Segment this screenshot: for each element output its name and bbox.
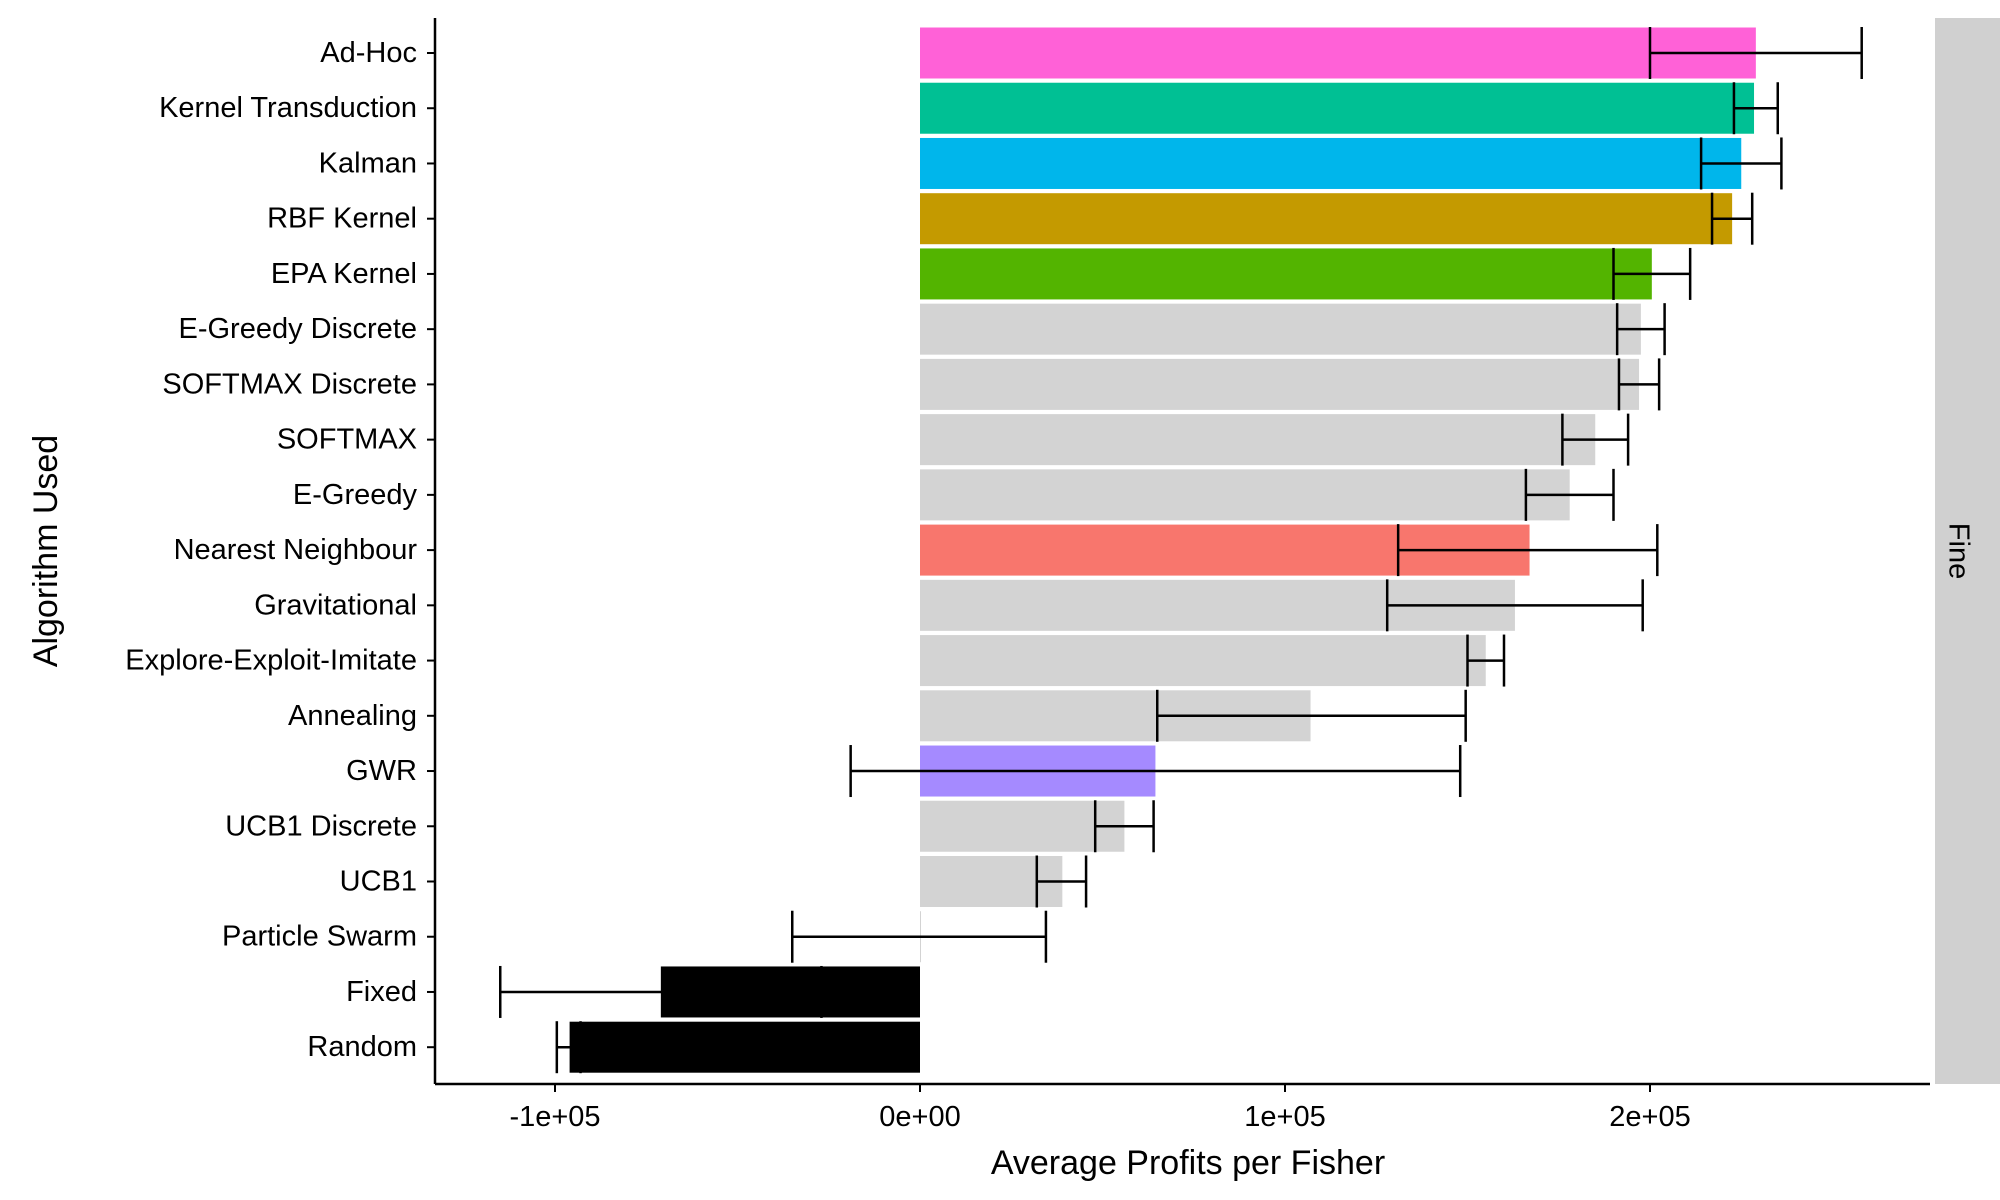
facet-label: Fine <box>1942 523 1974 579</box>
y-tick-label: SOFTMAX <box>277 424 417 456</box>
x-axis-title: Average Profits per Fisher <box>991 1144 1385 1182</box>
y-tick-label: E-Greedy <box>293 479 418 511</box>
error-bar <box>849 745 1462 798</box>
y-tick-label: UCB1 <box>340 865 417 897</box>
y-tick-label: Annealing <box>288 700 417 732</box>
error-bar <box>499 965 823 1018</box>
error-bar <box>1612 247 1692 300</box>
x-tick-label: 0e+00 <box>879 1101 960 1133</box>
y-axis-title: Algorithm Used <box>27 435 65 667</box>
bar <box>920 414 1596 466</box>
error-bar <box>1732 82 1779 135</box>
y-tick-label: RBF Kernel <box>267 203 417 235</box>
y-tick-label: Particle Swarm <box>222 921 417 953</box>
error-bar <box>1561 413 1630 466</box>
y-tick-label: Random <box>307 1031 417 1063</box>
error-bar <box>1093 800 1155 853</box>
y-tick-label: Kernel Transduction <box>159 92 417 124</box>
x-tick-label: 2e+05 <box>1609 1101 1690 1133</box>
y-tick-label: Explore-Exploit-Imitate <box>125 645 417 677</box>
error-bar <box>1524 468 1615 521</box>
y-tick-label: Ad-Hoc <box>320 37 417 69</box>
x-tick-label: 1e+05 <box>1244 1101 1325 1133</box>
error-bar <box>1617 358 1661 411</box>
bar <box>920 303 1641 355</box>
error-bar <box>1035 855 1088 908</box>
y-tick-label: EPA Kernel <box>271 258 417 290</box>
error-bar <box>555 1021 582 1074</box>
y-tick-label: Nearest Neighbour <box>174 534 418 566</box>
y-tick-label: E-Greedy Discrete <box>178 313 417 345</box>
bar <box>920 469 1570 521</box>
error-bar <box>1396 524 1659 577</box>
bar <box>920 137 1742 189</box>
error-bars-layer <box>499 27 1863 1074</box>
error-bar <box>1156 689 1467 742</box>
error-bar <box>1699 137 1783 190</box>
bars-layer <box>569 27 1756 1073</box>
error-bar <box>791 910 1048 963</box>
bar <box>920 27 1756 79</box>
x-tick-label: -1e+05 <box>509 1101 600 1133</box>
bar <box>920 358 1640 410</box>
y-tick-label: GWR <box>346 755 417 787</box>
y-tick-label: SOFTMAX Discrete <box>162 368 417 400</box>
error-bar <box>1615 303 1666 356</box>
facet-strip-background <box>1935 18 2000 1084</box>
facet-strip: Fine <box>1935 18 2000 1084</box>
y-tick-label: UCB1 Discrete <box>225 810 417 842</box>
axes-layer: Ad-Hoc Kernel Transduction Kalman RBF Kerne… <box>125 18 1930 1133</box>
bar <box>569 1021 920 1073</box>
bar <box>920 248 1652 300</box>
bar <box>920 800 1125 852</box>
y-tick-label: Fixed <box>346 976 417 1008</box>
y-tick-label: Kalman <box>319 147 417 179</box>
bar <box>920 193 1733 245</box>
error-bar <box>1648 27 1863 79</box>
y-tick-label: Gravitational <box>254 589 417 621</box>
bar <box>920 635 1486 687</box>
bar <box>920 82 1755 134</box>
error-bar <box>1710 192 1754 245</box>
error-bar <box>1466 634 1506 687</box>
error-bar <box>1385 579 1644 632</box>
